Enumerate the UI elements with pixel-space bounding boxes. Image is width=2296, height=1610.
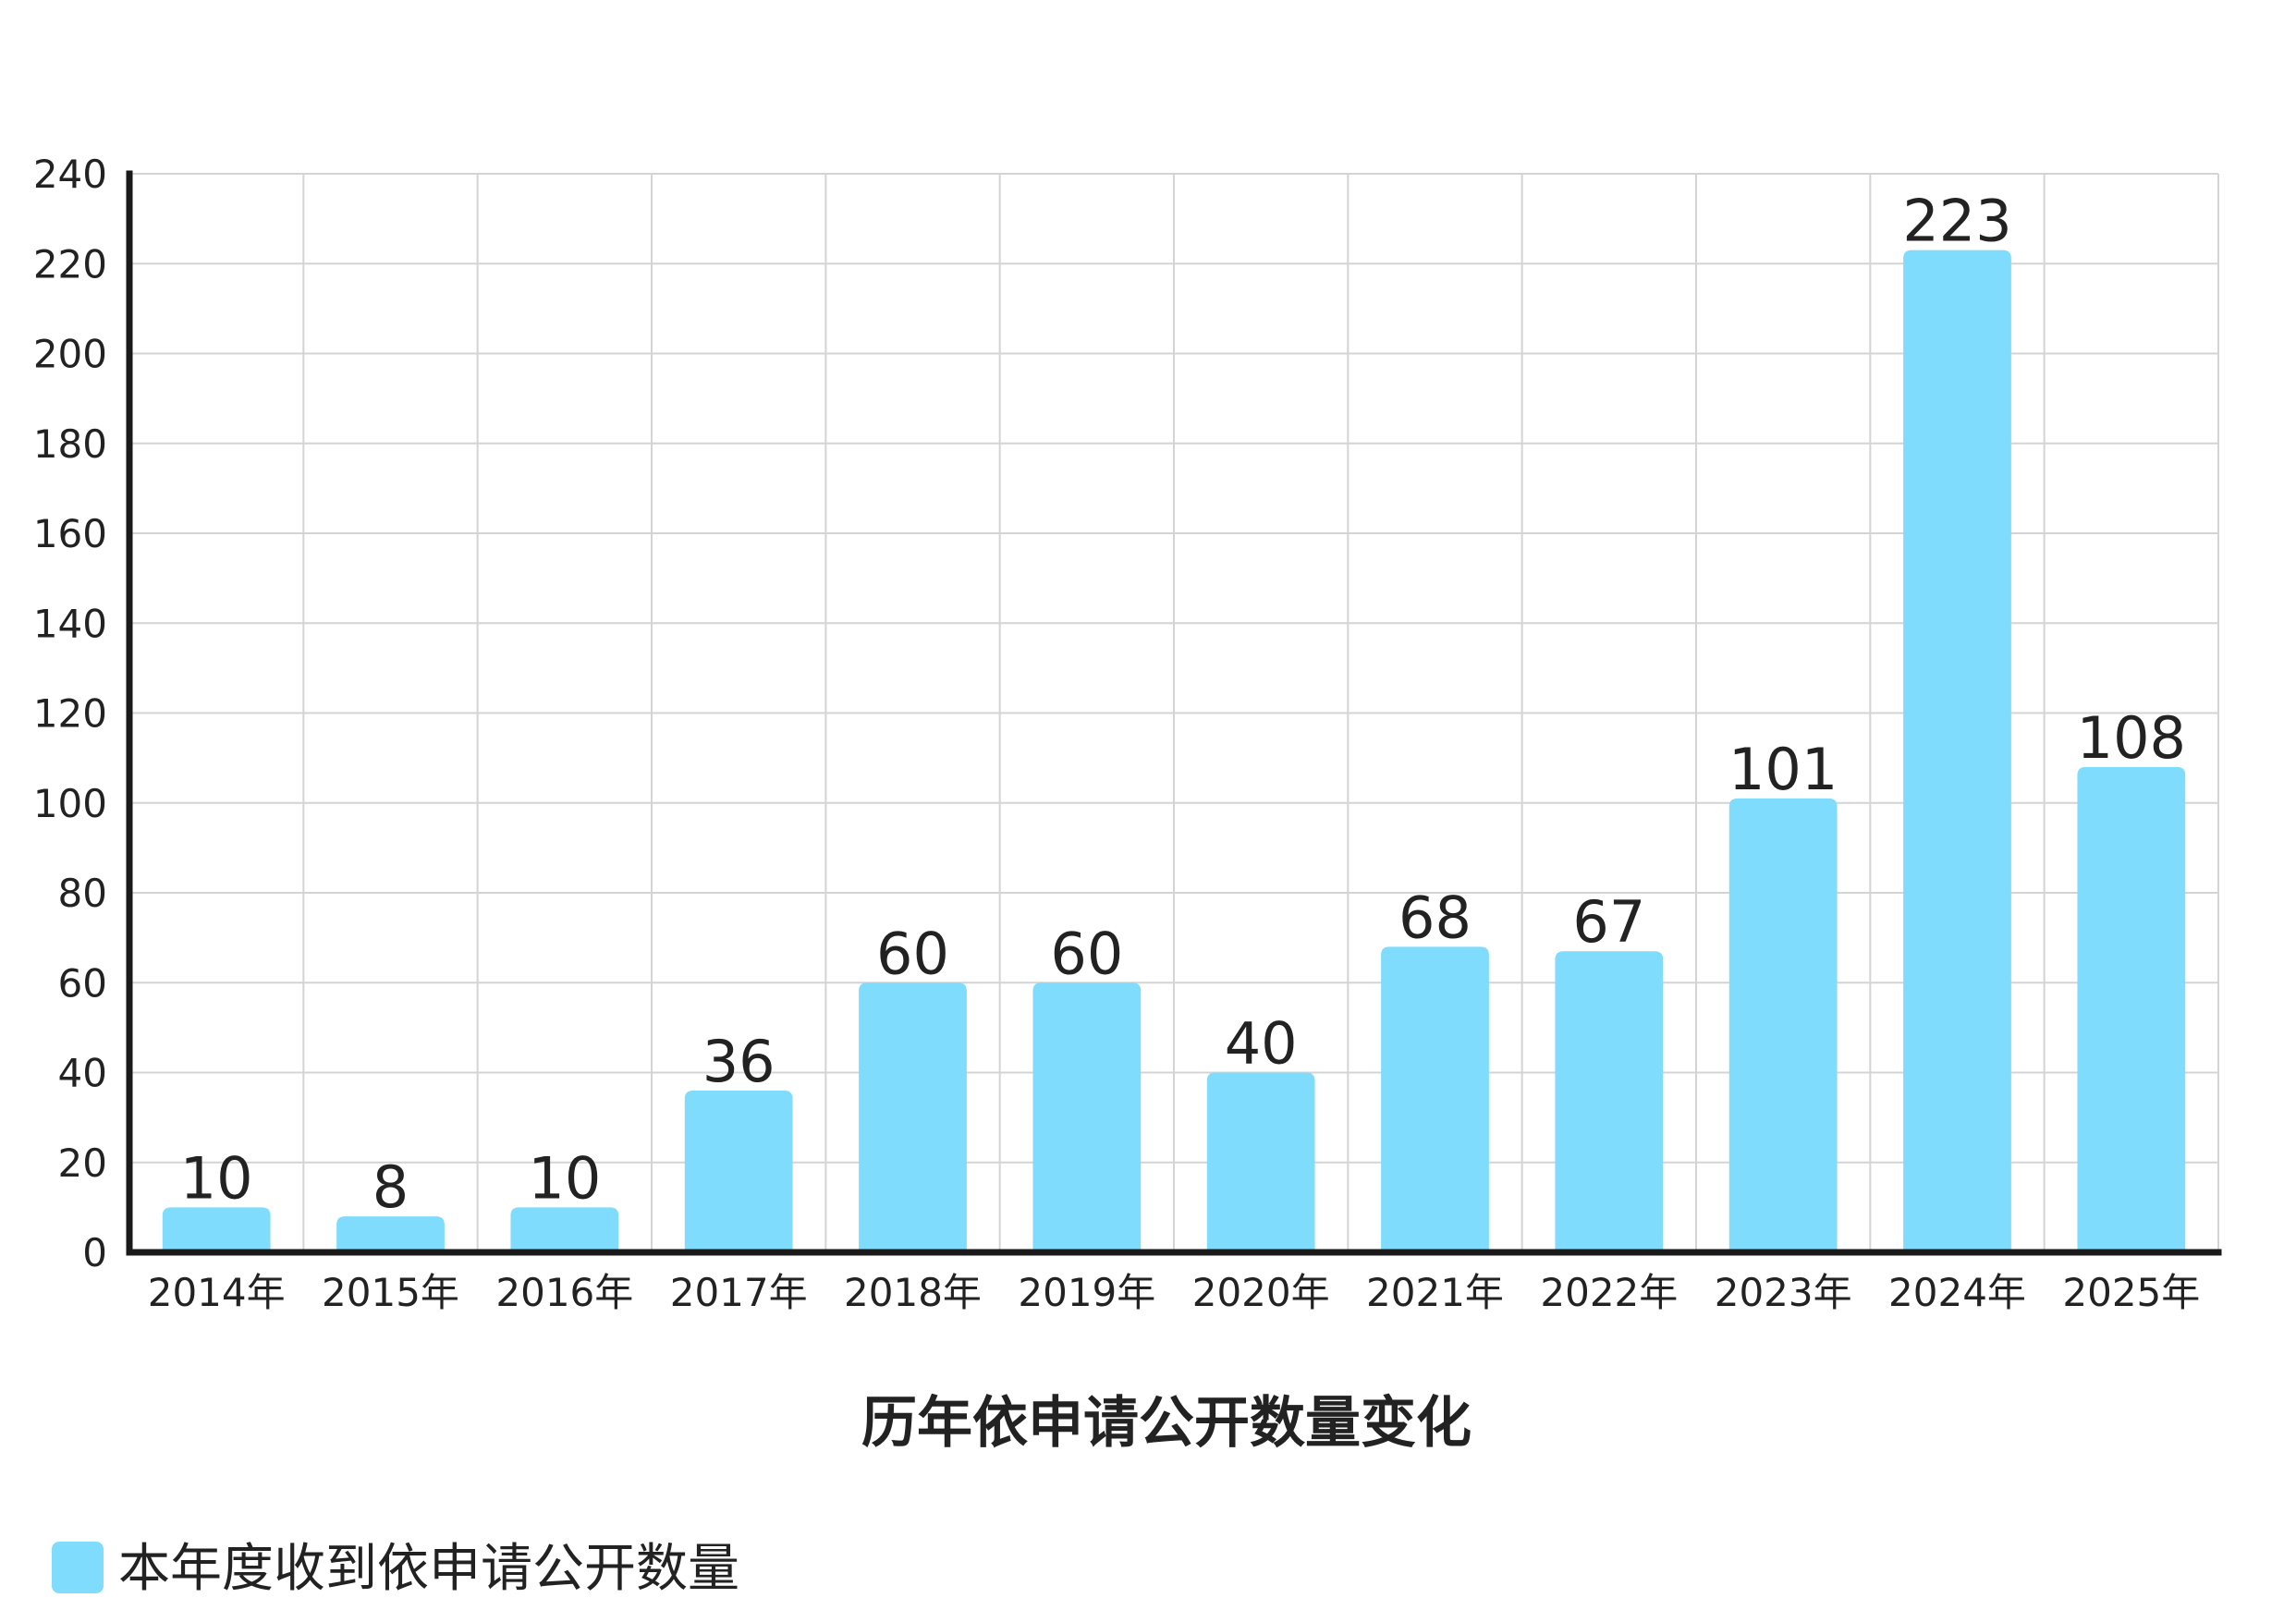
y-tick-label: 200 xyxy=(33,332,107,377)
bar xyxy=(1903,250,2011,1253)
y-tick-label: 140 xyxy=(33,601,107,646)
x-tick-label: 2024年 xyxy=(1888,1270,2026,1315)
data-label: 67 xyxy=(1572,888,1645,956)
y-tick-label: 40 xyxy=(58,1051,107,1096)
x-tick-label: 2016年 xyxy=(495,1270,633,1315)
bars xyxy=(162,250,2186,1253)
bar xyxy=(510,1207,619,1252)
data-label: 8 xyxy=(372,1153,409,1221)
legend-label: 本年度收到依申请公开数量 xyxy=(118,1539,739,1599)
grid xyxy=(129,173,2219,1253)
bar xyxy=(1728,798,1838,1252)
y-tick-label: 120 xyxy=(33,691,107,737)
data-label: 223 xyxy=(1902,188,2011,255)
x-tick-label: 2014年 xyxy=(148,1270,286,1315)
x-tick-label: 2022年 xyxy=(1540,1270,1678,1315)
y-tick-label: 220 xyxy=(33,241,107,287)
y-tick-label: 160 xyxy=(33,511,107,556)
legend-swatch xyxy=(52,1542,104,1593)
bar xyxy=(336,1216,445,1252)
x-tick-label: 2025年 xyxy=(2062,1270,2200,1315)
bar xyxy=(859,982,967,1252)
x-tick-label: 2020年 xyxy=(1192,1270,1330,1315)
x-tick-label: 2015年 xyxy=(322,1270,459,1315)
y-tick-label: 0 xyxy=(82,1230,107,1275)
bar xyxy=(1381,946,1489,1252)
x-axis-ticks: 2014年 2015年 2016年 2017年 2018年 2019年 2020年 2021年… xyxy=(148,1270,2201,1315)
bar xyxy=(1206,1072,1315,1252)
data-label: 36 xyxy=(702,1028,776,1095)
data-label: 108 xyxy=(2077,704,2186,772)
x-tick-label: 2023年 xyxy=(1715,1270,1852,1315)
data-label: 40 xyxy=(1225,1010,1298,1078)
data-label: 60 xyxy=(876,920,949,987)
bar xyxy=(1032,982,1142,1252)
y-tick-label: 60 xyxy=(58,960,107,1006)
data-label: 10 xyxy=(180,1144,253,1212)
data-label: 10 xyxy=(528,1144,601,1212)
y-tick-label: 20 xyxy=(58,1140,107,1186)
y-tick-label: 100 xyxy=(33,781,107,826)
x-tick-label: 2018年 xyxy=(844,1270,982,1315)
y-tick-label: 80 xyxy=(58,871,107,916)
data-label: 68 xyxy=(1398,884,1472,951)
y-tick-label: 240 xyxy=(33,152,107,197)
x-tick-label: 2019年 xyxy=(1018,1270,1155,1315)
bar xyxy=(684,1090,793,1252)
bar xyxy=(1555,951,1664,1252)
data-label: 60 xyxy=(1050,920,1123,987)
x-tick-label: 2021年 xyxy=(1366,1270,1504,1315)
bar xyxy=(162,1207,271,1252)
y-axis-ticks: 0 20 40 60 80 100 120 140 160 180 200 220 240 xyxy=(33,152,107,1275)
axes xyxy=(126,170,2222,1256)
chart-title: 历年依申请公开数量变化 xyxy=(861,1391,1472,1456)
bar xyxy=(2077,766,2186,1252)
y-tick-label: 180 xyxy=(33,421,107,467)
data-label: 101 xyxy=(1728,736,1838,803)
x-tick-label: 2017年 xyxy=(670,1270,808,1315)
legend: 本年度收到依申请公开数量 xyxy=(52,1539,739,1599)
